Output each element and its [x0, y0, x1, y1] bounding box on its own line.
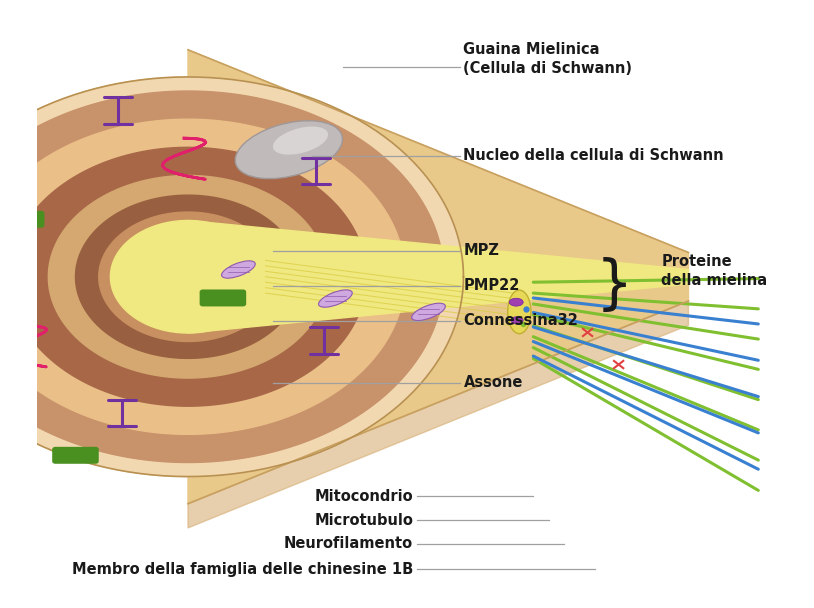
Ellipse shape [273, 126, 328, 154]
Text: Assone: Assone [463, 375, 523, 390]
Ellipse shape [510, 299, 523, 306]
Text: Nucleo della cellula di Schwann: Nucleo della cellula di Schwann [463, 148, 724, 163]
Ellipse shape [510, 317, 523, 324]
FancyBboxPatch shape [0, 211, 45, 228]
Text: Neurofilamento: Neurofilamento [284, 536, 413, 551]
Text: Guaina Mielinica
(Cellula di Schwann): Guaina Mielinica (Cellula di Schwann) [463, 42, 632, 76]
Polygon shape [76, 195, 300, 358]
Text: Mitocondrio: Mitocondrio [314, 489, 413, 504]
Polygon shape [0, 119, 405, 434]
Polygon shape [111, 221, 265, 333]
FancyBboxPatch shape [199, 289, 246, 306]
Polygon shape [0, 91, 444, 463]
Text: PMP22: PMP22 [463, 278, 520, 293]
Ellipse shape [508, 290, 531, 334]
Text: Proteine
della mielina: Proteine della mielina [661, 254, 768, 288]
Text: MPZ: MPZ [463, 243, 499, 258]
Polygon shape [188, 301, 689, 528]
Polygon shape [188, 221, 689, 333]
Text: Connessina32: Connessina32 [463, 314, 578, 328]
Text: }: } [596, 257, 633, 314]
Text: Membro della famiglia delle chinesine 1B: Membro della famiglia delle chinesine 1B [72, 562, 413, 576]
Polygon shape [0, 77, 463, 477]
Ellipse shape [235, 121, 343, 179]
FancyBboxPatch shape [52, 447, 98, 464]
Text: Microtubulo: Microtubulo [314, 513, 413, 528]
Polygon shape [48, 176, 328, 378]
Polygon shape [188, 50, 689, 503]
Ellipse shape [412, 303, 445, 320]
Ellipse shape [318, 290, 352, 307]
Polygon shape [98, 212, 278, 342]
Polygon shape [10, 147, 366, 406]
Ellipse shape [221, 261, 256, 278]
